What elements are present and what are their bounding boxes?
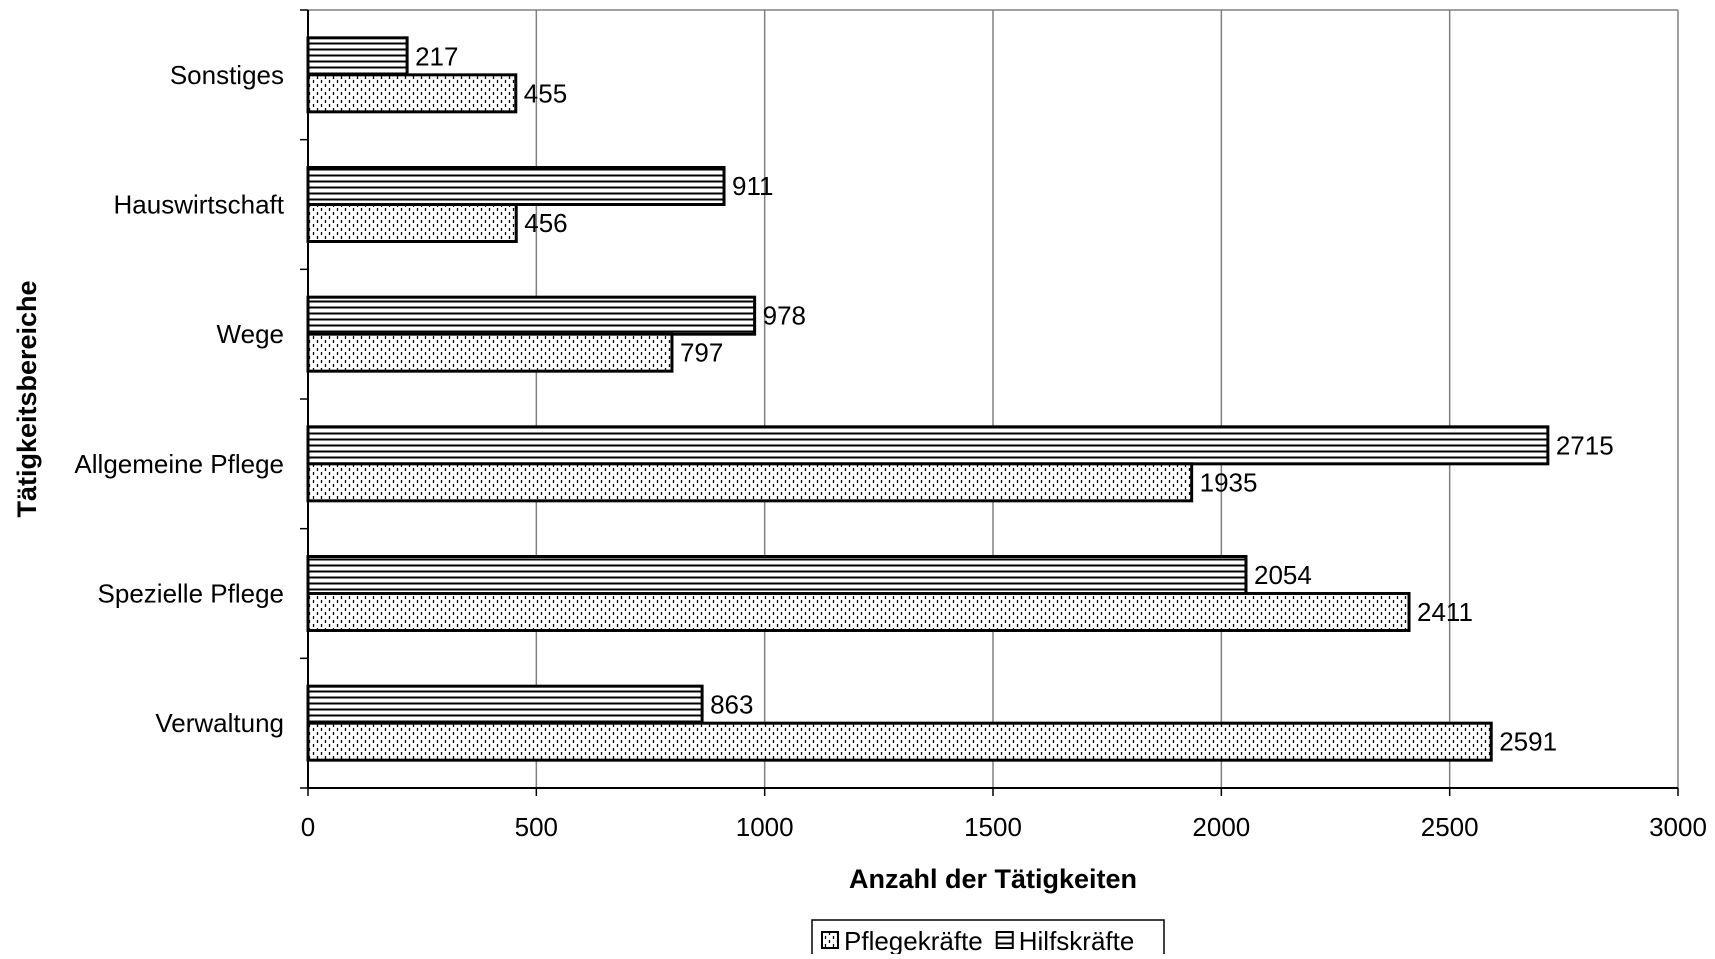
bar-hilfskraefte [306,36,409,77]
data-label: 2591 [1499,727,1557,757]
category-label: Allgemeine Pflege [74,449,284,479]
data-label: 217 [415,41,458,71]
data-label: 2054 [1254,560,1312,590]
bar-pflegekraefte [306,73,518,114]
x-tick-label: 2500 [1421,812,1479,842]
bar-hilfskraefte [306,425,1550,466]
bar-pflegekraefte [306,462,1194,503]
gridlines [308,9,1679,788]
x-tick-label: 2000 [1192,812,1250,842]
bar-pflegekraefte [306,332,674,373]
category-label: Hauswirtschaft [114,190,285,220]
axes [300,9,1679,796]
data-label: 863 [710,690,753,720]
x-tick-label: 3000 [1649,812,1707,842]
category-label: Sonstiges [170,60,284,90]
x-tick-label: 500 [515,812,558,842]
data-label: 2411 [1417,597,1473,627]
x-axis-title: Anzahl der Tätigkeiten [849,864,1137,894]
legend-box [811,919,1165,959]
bar-hilfskraefte [306,684,704,725]
legend-label: Hilfskräfte [1019,926,1135,954]
legend-label: Pflegekräfte [844,926,983,954]
bars [306,36,1550,762]
legend-swatch [995,931,1014,949]
legend-swatch [821,931,839,949]
category-label: Verwaltung [155,708,284,738]
x-tick-label: 1000 [736,812,794,842]
x-tick-label: 1500 [964,812,1022,842]
labels: 0 500 1000 1500 2000 2500 3000 Sonstiges 217 455 H… [74,41,1707,842]
bar-hilfskraefte [306,295,757,336]
x-tick-label: 0 [301,812,315,842]
data-label: 2715 [1556,430,1614,460]
category-label: Wege [217,319,284,349]
bar-hilfskraefte [306,555,1248,595]
legend: Pflegekräfte Hilfskräfte [811,919,1165,959]
data-label: 1935 [1200,467,1258,497]
bar-hilfskraefte [306,166,726,206]
data-label: 911 [732,171,773,201]
bar-pflegekraefte [306,203,518,243]
data-label: 456 [524,208,567,238]
data-label: 455 [524,78,567,108]
bar-pflegekraefte [306,592,1411,632]
category-label: Spezielle Pflege [98,579,284,609]
bar-pflegekraefte [306,721,1493,762]
data-label: 978 [763,301,806,331]
data-label: 797 [680,338,723,368]
y-axis-title: Tätigkeitsbereiche [12,280,42,517]
